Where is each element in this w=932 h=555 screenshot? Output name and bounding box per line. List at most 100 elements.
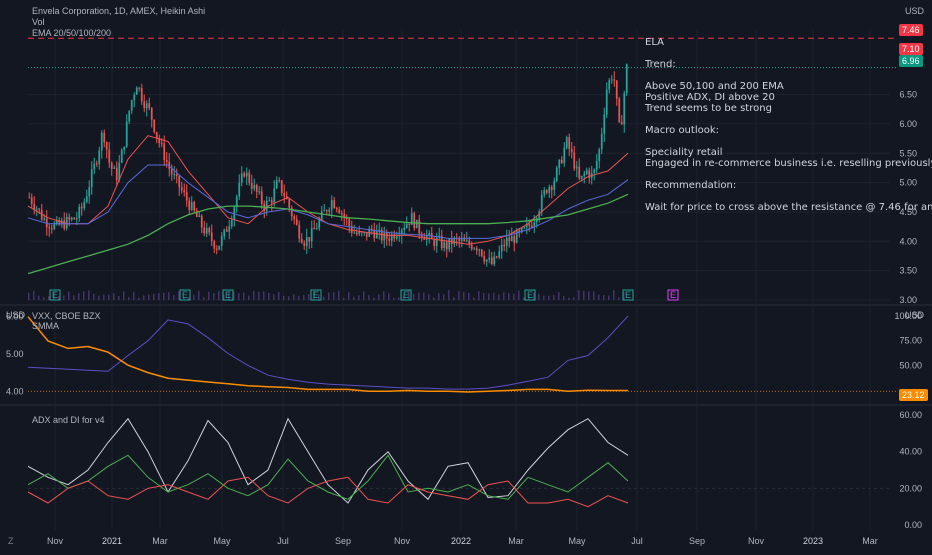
candle-body xyxy=(378,229,381,232)
adx-label[interactable]: ADX and DI for v4 xyxy=(32,415,105,425)
volume-bar xyxy=(203,297,205,300)
candle-body xyxy=(505,237,508,247)
volume-bar xyxy=(463,291,465,300)
volume-bar xyxy=(263,291,265,300)
candle-body xyxy=(423,237,426,240)
vol-label[interactable]: Vol xyxy=(32,17,45,27)
smma-label[interactable]: SMMA xyxy=(32,321,59,331)
candle-body xyxy=(290,207,293,217)
candle-body xyxy=(128,110,131,122)
candle-body xyxy=(298,224,301,239)
candle-body xyxy=(133,94,136,101)
note-line: ELA xyxy=(645,37,664,48)
candle-body xyxy=(118,162,121,181)
volume-bar xyxy=(58,296,60,300)
volume-bar xyxy=(218,291,220,300)
candle-body xyxy=(525,224,528,228)
candle-body xyxy=(88,187,91,197)
candle-body xyxy=(43,218,46,220)
candle-body xyxy=(415,219,418,229)
candle-body xyxy=(120,149,123,163)
candle-body xyxy=(480,249,483,257)
candle-body xyxy=(520,227,523,232)
x-tick-label: May xyxy=(213,536,231,546)
candle-body xyxy=(150,107,153,120)
candle-body xyxy=(490,257,493,265)
ema200-line xyxy=(27,193,629,275)
volume-bar xyxy=(438,293,440,300)
volume-bar xyxy=(398,297,400,300)
adx-y-tick: 20.00 xyxy=(899,483,922,493)
candle-body xyxy=(555,167,558,181)
volume-bar xyxy=(523,297,525,300)
candle-body xyxy=(270,200,273,203)
candle-body xyxy=(125,121,128,147)
candle-body xyxy=(240,173,243,183)
candle-body xyxy=(410,213,413,225)
last-close-price-tag: 6.96 xyxy=(899,55,923,67)
y-tick-label: 5.50 xyxy=(899,148,917,158)
vxx-label[interactable]: VXX, CBOE BZX xyxy=(32,311,101,321)
candle-body xyxy=(465,240,468,242)
volume-bar xyxy=(168,292,170,300)
candle-body xyxy=(58,220,61,225)
note-line: Recommendation: xyxy=(645,180,737,191)
x-tick-label: Mar xyxy=(862,536,878,546)
candle-body xyxy=(275,180,278,189)
candle-body xyxy=(303,242,306,247)
candle-body xyxy=(328,209,331,212)
volume-bar xyxy=(153,293,155,300)
volume-bar xyxy=(238,293,240,300)
volume-bar xyxy=(298,296,300,300)
chart-title: Envela Corporation, 1D, AMEX, Heikin Ash… xyxy=(32,6,206,16)
candle-body xyxy=(408,223,411,225)
earnings-marker-label: E xyxy=(182,290,188,300)
candle-body xyxy=(565,137,568,148)
volume-bar xyxy=(88,290,90,300)
volume-bar xyxy=(458,291,460,300)
candle-body xyxy=(255,184,258,192)
candle-body xyxy=(98,150,101,164)
candle-body xyxy=(300,238,303,243)
volume-bar xyxy=(173,295,175,300)
candle-body xyxy=(318,219,321,229)
candle-body xyxy=(365,232,368,237)
earnings-marker xyxy=(179,289,191,301)
candle-body xyxy=(393,234,396,239)
candle-body xyxy=(443,242,446,249)
earnings-marker-future xyxy=(667,289,679,301)
volume-bar xyxy=(138,297,140,300)
y-tick-label: 4.00 xyxy=(899,236,917,246)
volume-bar xyxy=(213,292,215,300)
volume-bar xyxy=(163,292,165,300)
note-line: Macro outlook: xyxy=(645,125,719,136)
volume-bar xyxy=(83,291,85,300)
candle-body xyxy=(83,202,86,209)
candle-body xyxy=(320,211,323,220)
candle-body xyxy=(558,159,561,168)
volume-bar xyxy=(598,294,600,300)
volume-bar xyxy=(468,292,470,300)
volume-bar xyxy=(48,296,50,300)
candle-body xyxy=(160,142,163,144)
volume-bar xyxy=(343,297,345,300)
earnings-marker-label: E xyxy=(225,290,231,300)
candle-body xyxy=(453,237,456,245)
volume-bar xyxy=(158,293,160,300)
y-tick-label: 3.00 xyxy=(899,295,917,305)
candle-body xyxy=(63,220,66,229)
volume-bar xyxy=(98,295,100,300)
candle-body xyxy=(433,238,436,247)
candle-body xyxy=(418,219,421,234)
note-line: Above 50,100 and 200 EMA xyxy=(645,81,784,92)
volume-bar xyxy=(228,291,230,300)
volume-bar xyxy=(623,291,625,300)
ema-label[interactable]: EMA 20/50/100/200 xyxy=(32,28,112,38)
volume-bar xyxy=(43,297,45,300)
volume-bar xyxy=(258,291,260,300)
candle-body xyxy=(148,103,151,108)
candle-body xyxy=(33,203,36,210)
volume-bar xyxy=(518,290,520,300)
candle-body xyxy=(50,228,53,230)
